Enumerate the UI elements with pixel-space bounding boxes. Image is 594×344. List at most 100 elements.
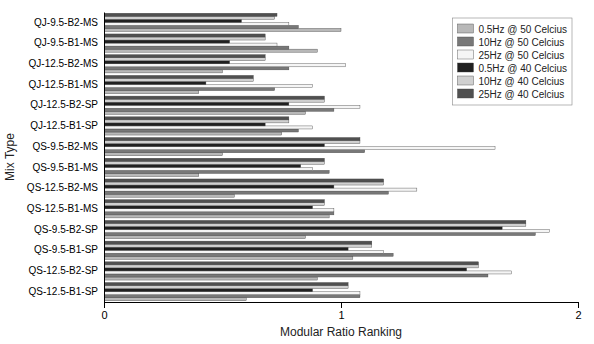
bar — [104, 173, 199, 176]
bar — [104, 194, 234, 197]
bar — [104, 105, 360, 108]
bar — [104, 88, 275, 91]
legend-frame — [452, 18, 572, 105]
bar — [104, 292, 360, 295]
bar — [104, 179, 384, 182]
bar — [104, 295, 360, 298]
x-tick-label: 0 — [101, 309, 107, 321]
bar — [104, 147, 495, 150]
bar — [104, 265, 478, 268]
y-tick: QJ-9.5-B1-MS — [34, 37, 98, 48]
legend-label: 10Hz @ 50 Celcius — [478, 37, 564, 48]
bar — [104, 28, 341, 31]
bar — [104, 236, 305, 239]
legend-item: 0.5Hz @ 50 Celcius — [457, 24, 567, 35]
bar — [104, 223, 526, 226]
legend-swatch — [457, 63, 473, 72]
legend-label: 25Hz @ 40 Celcius — [478, 89, 564, 100]
bar — [104, 233, 535, 236]
bar — [104, 274, 488, 277]
series — [104, 13, 526, 285]
bar — [104, 123, 265, 126]
bar — [104, 185, 334, 188]
legend-swatch — [457, 24, 473, 33]
y-tick-label: QJ-9.5-B2-MS — [34, 17, 98, 28]
y-tick: QS-12.5-B1-MS — [27, 203, 98, 214]
x-axis-line — [105, 303, 579, 309]
bar — [104, 256, 353, 259]
bar — [104, 40, 230, 43]
legend-label: 10Hz @ 40 Celcius — [478, 76, 564, 87]
legend: 0.5Hz @ 50 Celcius 10Hz @ 50 Celcius 25Hz … — [452, 18, 572, 105]
series — [104, 19, 502, 291]
legend-swatch — [457, 50, 473, 59]
series — [104, 25, 535, 297]
bar — [104, 75, 253, 78]
y-tick-label: QJ-12.5-B1-MS — [29, 79, 99, 90]
legend-label: 0.5Hz @ 40 Celcius — [478, 63, 567, 74]
bar — [104, 102, 289, 105]
y-tick: QJ-9.5-B2-MS — [34, 17, 98, 28]
y-tick-label: QJ-12.5-B1-SP — [30, 120, 98, 131]
y-tick-label: QJ-12.5-B2-SP — [30, 99, 98, 110]
bar — [104, 271, 512, 274]
bar — [104, 158, 324, 161]
bar — [104, 19, 241, 22]
bar — [104, 153, 223, 156]
bar — [104, 200, 324, 203]
bar — [104, 250, 384, 253]
x-tick: 1 — [338, 302, 344, 321]
y-axis-line — [104, 13, 105, 303]
bar — [104, 241, 372, 244]
y-tick: QS-12.5-B1-SP — [29, 286, 99, 297]
bar — [104, 49, 317, 52]
bar — [104, 226, 502, 229]
y-tick: QS-9.5-B2-SP — [34, 224, 98, 235]
bar — [104, 55, 265, 58]
series — [104, 16, 526, 288]
bar — [104, 209, 334, 212]
x-tick-label: 1 — [338, 309, 344, 321]
legend-swatch — [457, 37, 473, 46]
bar — [104, 78, 253, 81]
bar — [104, 164, 301, 167]
legend-item: 10Hz @ 40 Celcius — [457, 76, 564, 87]
bar — [104, 220, 526, 223]
chart: 0 1 2 QJ-9.5-B2-MS QJ-9.5-B1-MS QJ-12.5-B2-MS… — [0, 0, 594, 344]
x-tick-mark — [104, 302, 105, 308]
y-tick-label: QS-12.5-B2-SP — [29, 265, 99, 276]
bar — [104, 96, 324, 99]
bar — [104, 43, 277, 46]
bar — [104, 215, 329, 218]
y-tick-label: QS-9.5-B1-SP — [34, 244, 98, 255]
y-tick-label: QS-9.5-B2-MS — [32, 141, 98, 152]
bar — [104, 25, 298, 28]
series — [104, 28, 353, 300]
bar — [104, 268, 467, 271]
bar — [104, 230, 550, 233]
y-tick-label: QJ-9.5-B1-MS — [34, 37, 98, 48]
bar — [104, 286, 348, 289]
bar — [104, 58, 265, 61]
bar — [104, 161, 324, 164]
bar — [104, 61, 230, 64]
bar — [104, 91, 199, 94]
y-tick: QS-12.5-B2-SP — [29, 265, 99, 276]
y-tick: QJ-12.5-B1-MS — [29, 79, 99, 90]
x-tick: 2 — [575, 302, 581, 321]
y-tick-label: QJ-12.5-B2-MS — [29, 58, 99, 69]
y-tick-label: QS-9.5-B1-MS — [32, 162, 98, 173]
legend-item: 25Hz @ 50 Celcius — [457, 50, 564, 61]
bar — [104, 141, 360, 144]
y-tick: QS-12.5-B2-MS — [27, 182, 98, 193]
bar — [104, 16, 275, 19]
bar — [104, 170, 329, 173]
bar — [104, 132, 282, 135]
bar — [104, 70, 223, 73]
bar — [104, 64, 346, 67]
bar — [104, 206, 313, 209]
bar — [104, 244, 372, 247]
legend-swatch — [457, 76, 473, 85]
legend-swatch — [457, 89, 473, 98]
bar — [104, 247, 348, 250]
